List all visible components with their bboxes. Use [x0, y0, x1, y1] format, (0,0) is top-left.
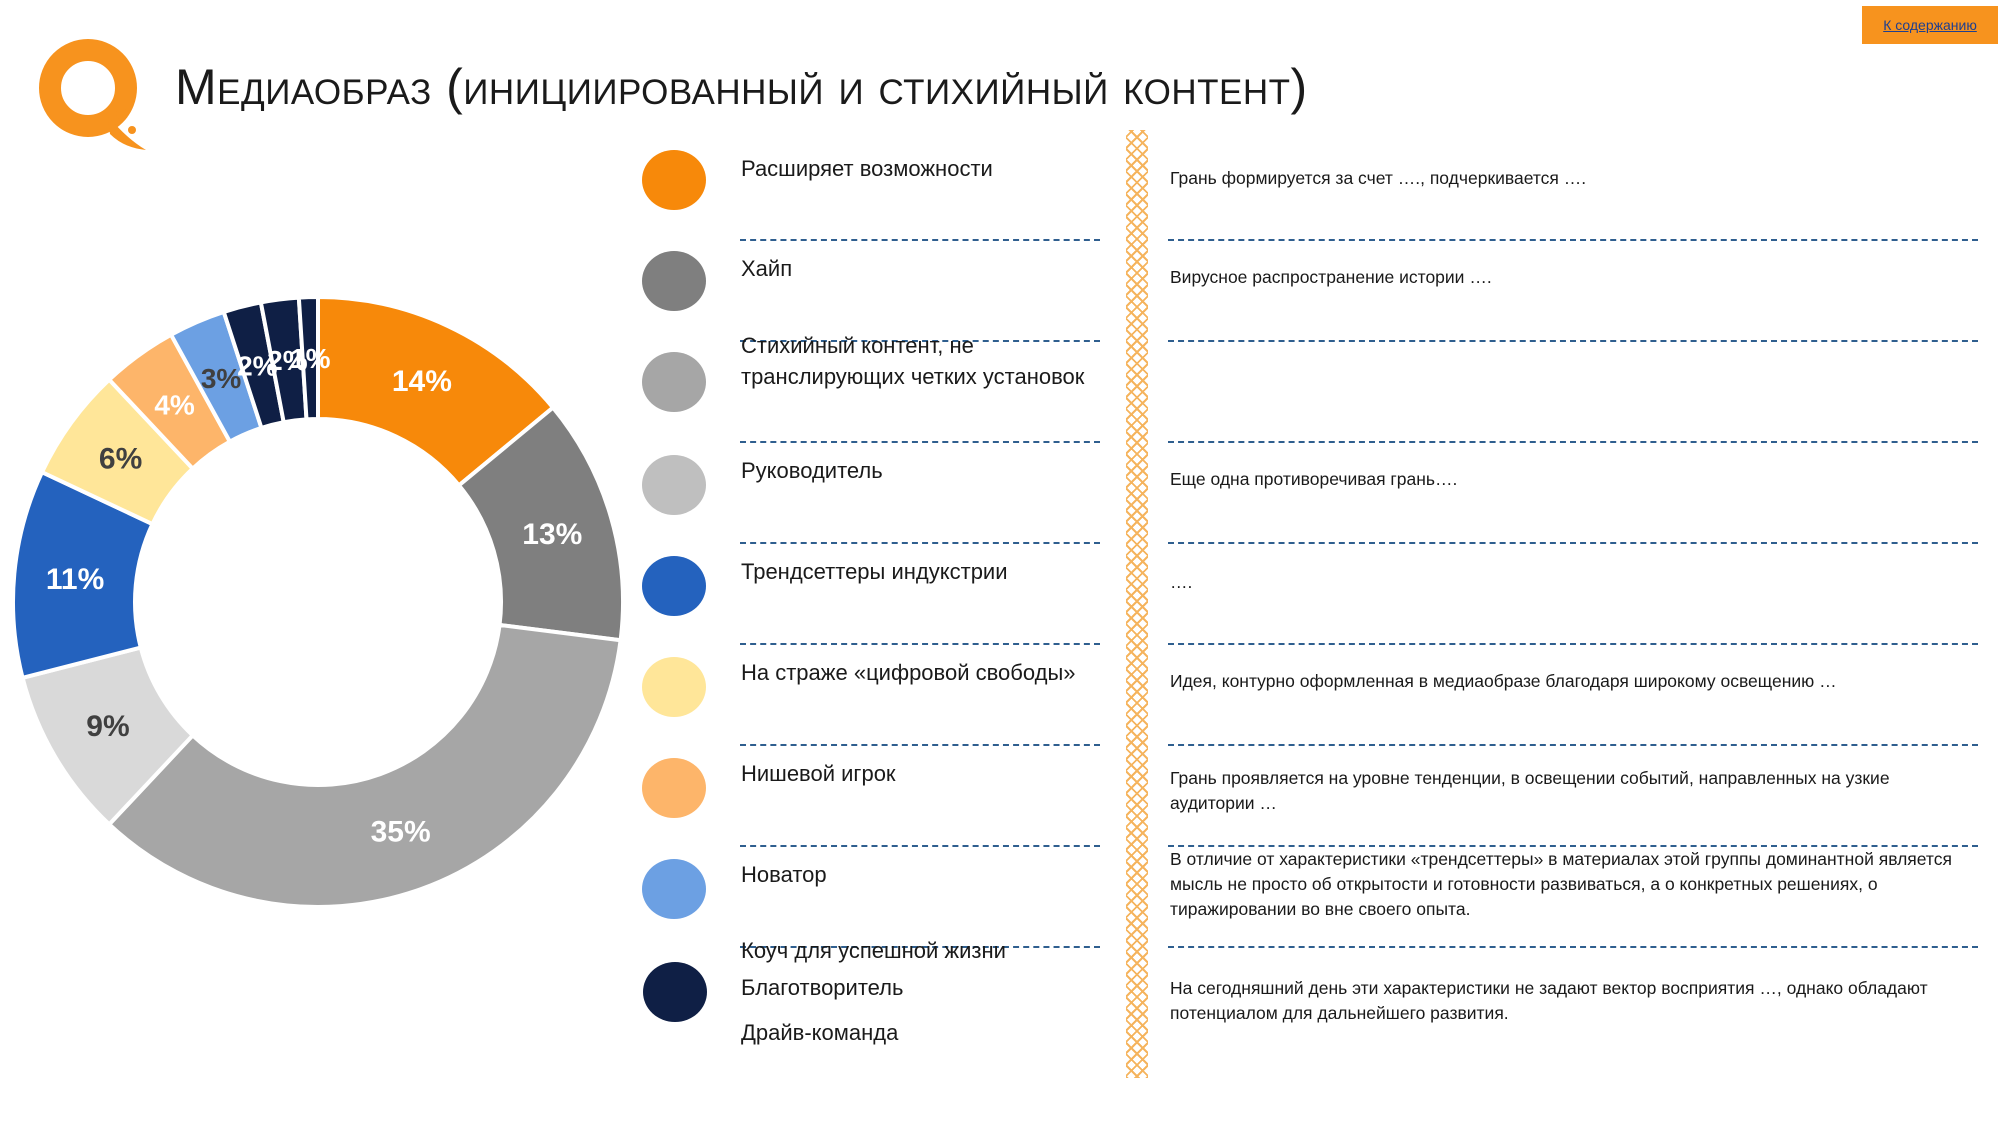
legend-label: Руководитель [741, 458, 883, 483]
description-divider [1168, 643, 1978, 645]
legend-row: Расширяет возможности [640, 140, 1110, 241]
description-divider [1168, 340, 1978, 342]
description-row: Вирусное распространение истории …. [1168, 241, 1978, 342]
donut-data-label: 35% [371, 816, 431, 849]
legend-divider [740, 340, 1100, 342]
legend-row: Руководитель [640, 443, 1110, 544]
donut-data-label: 3% [201, 363, 242, 394]
legend-swatch [642, 352, 706, 412]
donut-data-label: 11% [46, 563, 104, 596]
description-row: Грань проявляется на уровне тенденции, в… [1168, 746, 1978, 847]
donut-data-label: 2% [267, 345, 308, 376]
legend-swatch-dark [643, 962, 707, 1022]
description-text: Грань формируется за счет …., подчеркива… [1170, 168, 1587, 188]
legend-label-coach: Коуч для успешной жизни [741, 938, 1006, 963]
description-divider [1168, 946, 1978, 948]
legend-swatch [642, 657, 706, 717]
donut-chart: 14%13%35%9%11%6%4%3%2%2%1% [11, 294, 625, 909]
legend-divider [740, 946, 1100, 948]
description-row: …. [1168, 544, 1978, 645]
description-divider [1168, 542, 1978, 544]
donut-data-label: 13% [522, 518, 582, 551]
column-divider [1126, 130, 1148, 1078]
description-text: …. [1170, 572, 1193, 592]
description-divider [1168, 239, 1978, 241]
legend-divider [740, 542, 1100, 544]
legend-label: Новатор [741, 862, 827, 887]
logo-icon [39, 39, 146, 150]
legend-label: Хайп [741, 256, 793, 281]
legend-label-drive-team: Драйв-команда [741, 1020, 899, 1045]
description-divider [1168, 441, 1978, 443]
description-text: Еще одна противоречивая грань…. [1170, 469, 1458, 489]
description-row: Идея, контурно оформленная в медиаобразе… [1168, 645, 1978, 746]
description-divider [1168, 845, 1978, 847]
legend-row: На страже «цифровой свободы» [640, 645, 1110, 746]
legend-row: Хайп [640, 241, 1110, 342]
legend-label: Трендсеттеры индукстрии [741, 559, 1008, 584]
legend-swatch [642, 859, 706, 919]
legend-row: Стихийный контент, не транслирующих четк… [640, 333, 1110, 443]
legend-label: На страже «цифровой свободы» [741, 660, 1076, 685]
donut-slice [296, 294, 320, 422]
description-text: Грань проявляется на уровне тенденции, в… [1170, 768, 1890, 813]
description-text: Вирусное распространение истории …. [1170, 267, 1492, 287]
donut-data-label: 2% [237, 351, 278, 382]
legend-label: Стихийный контент, не транслирующих четк… [741, 333, 1085, 389]
legend-label: Расширяет возможности [741, 156, 993, 181]
description-divider [1168, 744, 1978, 746]
legend-divider [740, 744, 1100, 746]
donut-data-label: 14% [392, 365, 452, 398]
donut-data-label: 1% [290, 343, 331, 374]
legend-divider [740, 239, 1100, 241]
donut-data-label: 9% [86, 710, 129, 743]
legend-label-charity: Благотворитель [741, 975, 904, 1000]
description-text: Идея, контурно оформленная в медиаобразе… [1170, 671, 1837, 691]
legend-swatch [642, 251, 706, 311]
legend-divider [740, 441, 1100, 443]
description-row: Еще одна противоречивая грань…. [1168, 443, 1978, 544]
legend-last-description: На сегодняшний день эти характеристики н… [1170, 978, 1928, 1023]
toc-link-button[interactable]: К содержанию [1862, 6, 1998, 44]
legend-swatch [642, 455, 706, 515]
legend-swatch [642, 556, 706, 616]
description-row: Грань формируется за счет …., подчеркива… [1168, 140, 1978, 241]
description-row: В отличие от характеристики «трендсеттер… [1168, 847, 1978, 948]
legend-row: Новатор [640, 847, 1110, 948]
legend-swatch [642, 758, 706, 818]
donut-data-label: 4% [154, 390, 195, 421]
legend-divider [740, 845, 1100, 847]
donut-slice [106, 622, 623, 909]
description-text: В отличие от характеристики «трендсеттер… [1170, 849, 1952, 919]
donut-data-label: 6% [99, 443, 142, 476]
legend-row: Трендсеттеры индукстрии [640, 544, 1110, 645]
legend-swatch [642, 150, 706, 210]
legend-divider [740, 643, 1100, 645]
legend-label: Нишевой игрок [741, 761, 896, 786]
page-title: Медиаобраз (инициированный и стихийный к… [175, 59, 1308, 115]
legend-row: Нишевой игрок [640, 746, 1110, 847]
description-row [1168, 342, 1978, 443]
